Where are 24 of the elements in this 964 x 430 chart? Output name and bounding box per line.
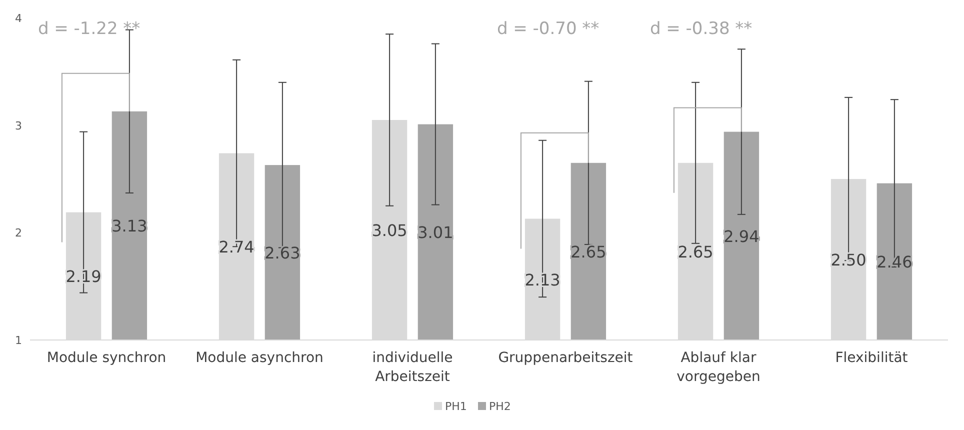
x-tick-label: Gruppenarbeitszeit	[498, 350, 634, 366]
x-tick-label: individuelle Arbeitszeit	[372, 350, 453, 385]
data-label: 2.63	[264, 244, 300, 263]
data-label: 2.94	[724, 226, 760, 246]
data-label: 2.65	[678, 242, 714, 262]
y-tick-label: 2	[15, 226, 22, 240]
y-tick-label: 3	[15, 119, 22, 132]
annotation: d = -1.22 **	[38, 19, 140, 39]
data-label: 2.65	[570, 242, 606, 262]
x-tick-label: Module synchron	[46, 350, 166, 366]
data-label: 2.74	[218, 238, 254, 257]
data-label: 2.50	[830, 250, 866, 270]
x-tick-label: Module asynchron	[196, 350, 324, 366]
legend-label: PH2	[489, 400, 511, 413]
x-tick-label: Ablauf klar vorgegeben	[676, 350, 760, 385]
y-tick-label: 4	[15, 12, 22, 25]
data-label: 3.01	[418, 223, 454, 242]
legend-label: PH1	[445, 400, 467, 413]
x-tick-label: Flexibilität	[835, 350, 908, 366]
annotation: d = -0.38 **	[650, 19, 752, 39]
annotation: d = -0.70 **	[496, 19, 600, 39]
y-tick-label: 1	[15, 334, 22, 347]
data-label: 3.05	[372, 220, 408, 240]
data-label: 3.13	[112, 216, 148, 236]
